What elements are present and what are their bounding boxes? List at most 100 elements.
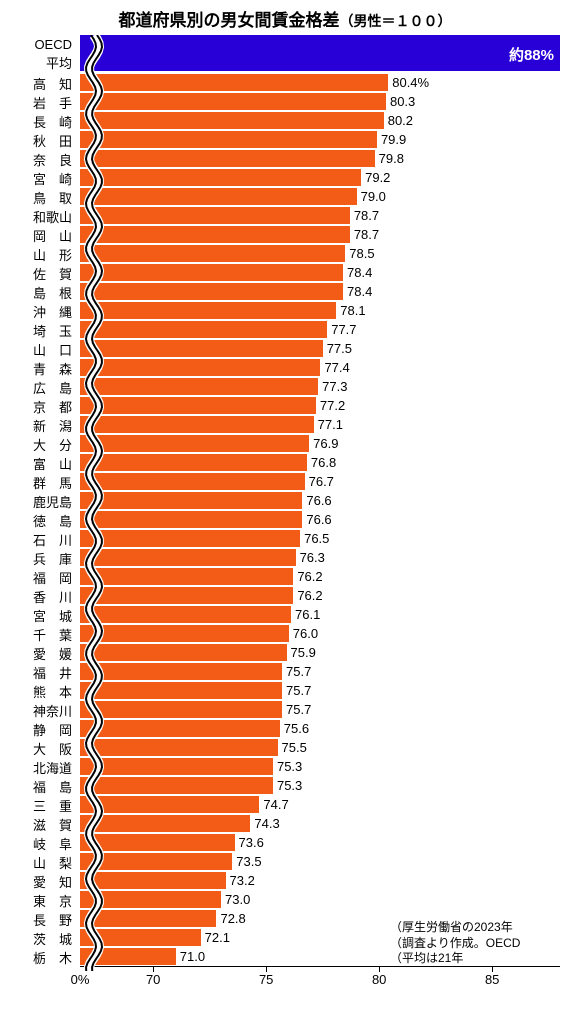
prefecture-value-label: 74.3 [254,816,279,831]
prefecture-label: 兵 庫 [0,549,72,568]
prefecture-bar [80,264,343,281]
axis-tick-label: 0% [71,972,90,987]
prefecture-bar [80,511,302,528]
prefecture-label: 岐 阜 [0,834,72,853]
prefecture-value-label: 80.2 [388,113,413,128]
prefecture-bar [80,226,350,243]
prefecture-label: 長 崎 [0,112,72,131]
prefecture-label: 和歌山 [0,207,72,226]
prefecture-value-label: 78.1 [340,303,365,318]
prefecture-value-label: 78.4 [347,284,372,299]
prefecture-bar [80,834,235,851]
prefecture-label: 熊 本 [0,682,72,701]
prefecture-bar [80,150,375,167]
prefecture-value-label: 78.4 [347,265,372,280]
prefecture-label: 栃 木 [0,948,72,967]
prefecture-value-label: 76.6 [306,493,331,508]
prefecture-value-label: 76.1 [295,607,320,622]
prefecture-value-label: 78.5 [349,246,374,261]
prefecture-bar [80,853,232,870]
prefecture-value-label: 73.2 [230,873,255,888]
prefecture-value-label: 74.7 [263,797,288,812]
prefecture-label: 石 川 [0,530,72,549]
prefecture-label: 千 葉 [0,625,72,644]
chart-title: 都道府県別の男女間賃金格差（男性＝１００） [0,6,570,31]
prefecture-bar [80,416,314,433]
prefecture-value-label: 77.3 [322,379,347,394]
prefecture-bar [80,929,201,946]
prefecture-label: 岡 山 [0,226,72,245]
prefecture-label: 奈 良 [0,150,72,169]
prefecture-bar [80,188,357,205]
prefecture-label: 群 馬 [0,473,72,492]
prefecture-bar [80,435,309,452]
prefecture-label: 佐 賀 [0,264,72,283]
prefecture-bar [80,473,305,490]
prefecture-label: 茨 城 [0,929,72,948]
prefecture-label: 大 阪 [0,739,72,758]
prefecture-value-label: 72.8 [220,911,245,926]
prefecture-value-label: 75.6 [284,721,309,736]
prefecture-bar [80,93,386,110]
prefecture-value-label: 77.7 [331,322,356,337]
prefecture-bar [80,777,273,794]
prefecture-label: 香 川 [0,587,72,606]
prefecture-bar [80,644,287,661]
prefecture-value-label: 72.1 [205,930,230,945]
prefecture-value-label: 75.7 [286,702,311,717]
prefecture-bar [80,340,323,357]
prefecture-value-label: 79.2 [365,170,390,185]
prefecture-bar [80,454,307,471]
prefecture-bar [80,169,361,186]
prefecture-bar [80,283,343,300]
prefecture-value-label: 75.9 [291,645,316,660]
prefecture-label: 福 岡 [0,568,72,587]
prefecture-value-label: 73.6 [239,835,264,850]
prefecture-value-label: 76.8 [311,455,336,470]
prefecture-label: 三 重 [0,796,72,815]
prefecture-label: 鹿児島 [0,492,72,511]
prefecture-label: 埼 玉 [0,321,72,340]
prefecture-bar [80,720,280,737]
prefecture-bar [80,568,293,585]
prefecture-label: 徳 島 [0,511,72,530]
prefecture-value-label: 77.5 [327,341,352,356]
prefecture-bar [80,872,226,889]
prefecture-bar [80,815,250,832]
prefecture-value-label: 77.4 [324,360,349,375]
prefecture-bar [80,891,221,908]
prefecture-value-label: 77.1 [318,417,343,432]
prefecture-value-label: 76.2 [297,569,322,584]
prefecture-bar [80,112,384,129]
prefecture-label: 山 形 [0,245,72,264]
axis-tick-label: 75 [259,972,273,987]
prefecture-value-label: 78.7 [354,227,379,242]
prefecture-value-label: 75.7 [286,683,311,698]
oecd-bar [80,35,560,71]
prefecture-bar [80,758,273,775]
oecd-label: OECD平均 [0,35,72,73]
prefecture-label: 東 京 [0,891,72,910]
prefecture-label: 富 山 [0,454,72,473]
prefecture-label: 沖 縄 [0,302,72,321]
prefecture-label: 北海道 [0,758,72,777]
prefecture-label: 新 潟 [0,416,72,435]
prefecture-bar [80,492,302,509]
prefecture-value-label: 77.2 [320,398,345,413]
prefecture-bar [80,739,278,756]
prefecture-value-label: 80.4% [392,75,429,90]
prefecture-bar [80,625,289,642]
prefecture-value-label: 75.5 [282,740,307,755]
prefecture-value-label: 71.0 [180,949,205,964]
prefecture-label: 宮 崎 [0,169,72,188]
wage-gap-chart: 都道府県別の男女間賃金格差（男性＝１００）OECD平均約88%高 知80.4%岩… [0,0,570,1024]
prefecture-value-label: 75.3 [277,759,302,774]
oecd-value-label: 約88% [490,44,554,65]
prefecture-label: 高 知 [0,74,72,93]
prefecture-label: 宮 城 [0,606,72,625]
prefecture-bar [80,910,216,927]
prefecture-bar [80,245,345,262]
prefecture-value-label: 78.7 [354,208,379,223]
prefecture-label: 山 口 [0,340,72,359]
prefecture-value-label: 76.7 [309,474,334,489]
